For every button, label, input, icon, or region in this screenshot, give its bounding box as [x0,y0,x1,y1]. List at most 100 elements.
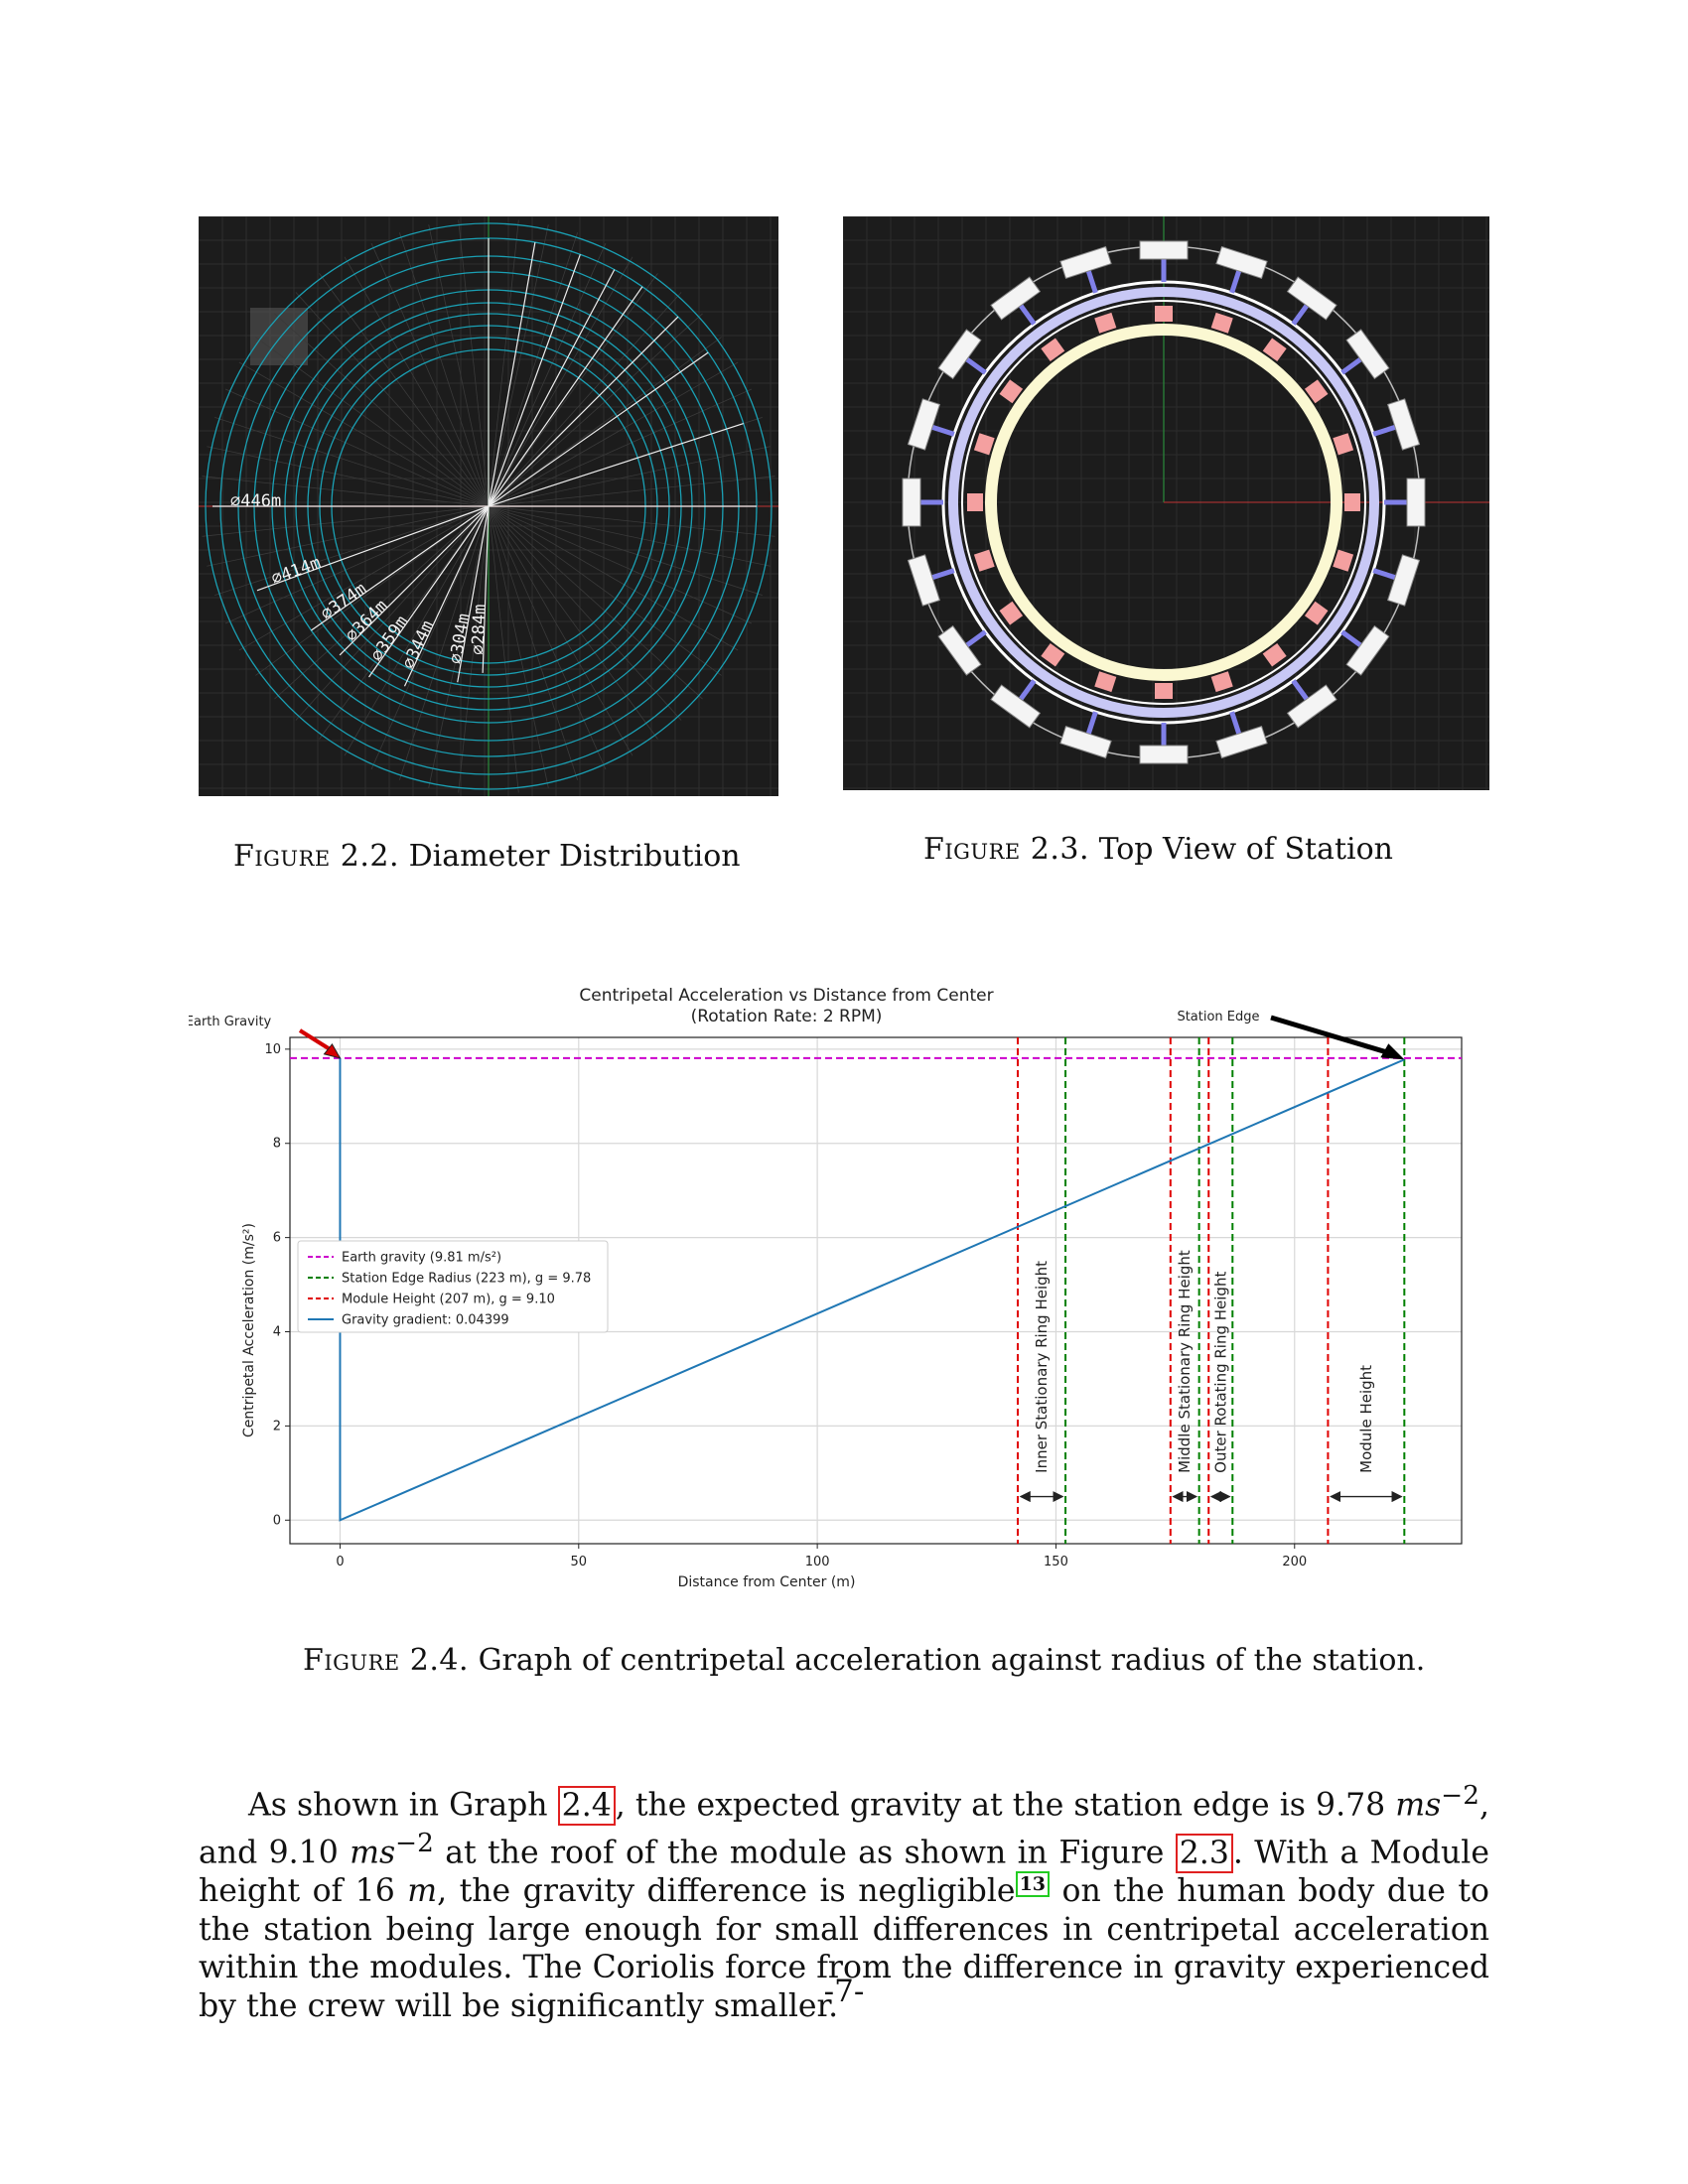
ring-connector [1210,312,1233,334]
habitat-module [1139,745,1189,764]
page-number: -7- [823,1974,865,2009]
text: on the human body due to the station bei… [199,1873,1490,2024]
x-tick-label: 150 [1044,1555,1068,1570]
spoke [930,424,955,437]
habitat-module [907,398,941,451]
figure-2-4-caption: Figure 2.4. Graph of centripetal acceler… [303,1643,1425,1678]
spoke [930,568,955,581]
spoke [1018,303,1037,326]
ring-connector [1304,379,1329,404]
radial-guide [488,242,607,507]
spoke [1085,711,1098,736]
spoke [964,356,987,375]
radial-guide [428,505,490,788]
radial-guide [224,388,490,507]
y-tick-label: 10 [264,1042,281,1057]
ring-connector [1333,433,1354,456]
radial-guide [488,505,771,567]
radial-guide [238,361,490,507]
spoke [1372,424,1397,437]
radial-guide [488,476,775,507]
radial-guide [214,505,490,596]
spoke [1018,679,1037,702]
diameter-label: ⌀284m [469,604,491,655]
unit: ms [1395,1787,1442,1824]
graph-reference-link[interactable]: 2.4 [557,1785,616,1826]
habitat-module [1345,624,1390,676]
exponent: −2 [395,1829,434,1858]
radial-guide [488,219,519,507]
annotation-arrowhead [1380,1043,1405,1060]
y-tick-label: 0 [273,1513,281,1528]
caption-label: Figure 2.2. [233,839,400,874]
chart-subtitle: (Rotation Rate: 2 RPM) [691,1007,883,1026]
legend-entry: Earth gravity (9.81 m/s²) [342,1251,501,1266]
radial-guide [488,313,703,507]
diameter-label: ⌀446m [230,491,281,511]
figure-2-3-caption: Figure 2.3. Top View of Station [923,832,1393,867]
radial-guide [488,388,753,507]
spoke [964,629,987,648]
ring-connector [973,549,995,572]
text: , and 9.10 [199,1787,1489,1871]
habitat-module [907,554,941,607]
y-tick-label: 4 [273,1325,281,1340]
text: at the roof of the module as shown in Fi… [433,1835,1176,1871]
ring-connector [1094,671,1117,693]
diameter-arrow [488,351,709,507]
ring-circle [205,222,773,790]
figure-diameter-distribution: ⌀446m ⌀414m ⌀374m ⌀364m ⌀359m ⌀344m ⌀304m ⌀284m [199,216,778,796]
text: , the gravity difference is negligible [437,1873,1016,1909]
legend-box [297,1240,609,1333]
radial-guide [319,505,490,740]
radial-guide [488,256,633,507]
ring-connector [999,601,1024,625]
radial-guide [458,219,490,507]
ring-connector [1155,306,1173,322]
radial-guide [488,505,578,780]
diameter-arrow [256,505,490,592]
diameter-arrow [488,254,581,507]
radial-guide [488,273,658,507]
ring-connector [1262,642,1287,667]
radial-guide [488,337,722,507]
annotation-label: Station Edge [1177,1010,1259,1024]
radial-guide [295,505,490,721]
rotating-ring-inner [961,300,1366,705]
habitat-module [990,684,1042,729]
body-paragraph: As shown in Graph 2.4, the expected grav… [199,1777,1489,2025]
x-tick-label: 0 [336,1555,344,1570]
ring-connector [999,379,1024,404]
x-tick-label: 100 [805,1555,830,1570]
diameter-arrow [339,505,490,656]
radial-guide [488,505,682,721]
habitat-module [1286,684,1337,729]
caption-text: Top View of Station [1098,832,1393,867]
text: , the expected gravity at the station ed… [615,1787,1396,1824]
habitat-module [937,624,982,676]
caption-text: Diameter Distribution [408,839,741,874]
radial-guide [488,505,658,740]
habitat-module [990,276,1042,321]
gravity-gradient-line [339,1057,1405,1522]
diameter-arrow [488,316,679,507]
habitat-module [1059,725,1112,759]
diameter-arrow [457,505,490,683]
caption-label: Figure 2.3. [923,832,1090,867]
radial-guide [488,505,775,537]
ring-connector [1344,493,1360,511]
figure-reference-link[interactable]: 2.3 [1175,1833,1233,1873]
radial-guide [488,224,549,507]
radial-guide [488,505,519,793]
footnote-link[interactable]: 13 [1015,1870,1051,1897]
habitat-module [902,478,921,527]
radial-guide [202,476,490,507]
centripetal-acceleration-chart: 0 50 100 150 200 0 2 4 6 8 10 Distance from Center … [186,978,1489,1613]
rotating-ring [948,287,1379,718]
ring-connector [1210,671,1233,693]
radial-guide [399,505,490,780]
diameter-arrow [488,422,744,507]
text: . With a Module height of 16 [199,1835,1489,1910]
radial-guide [207,505,490,567]
radial-guide [488,292,682,507]
